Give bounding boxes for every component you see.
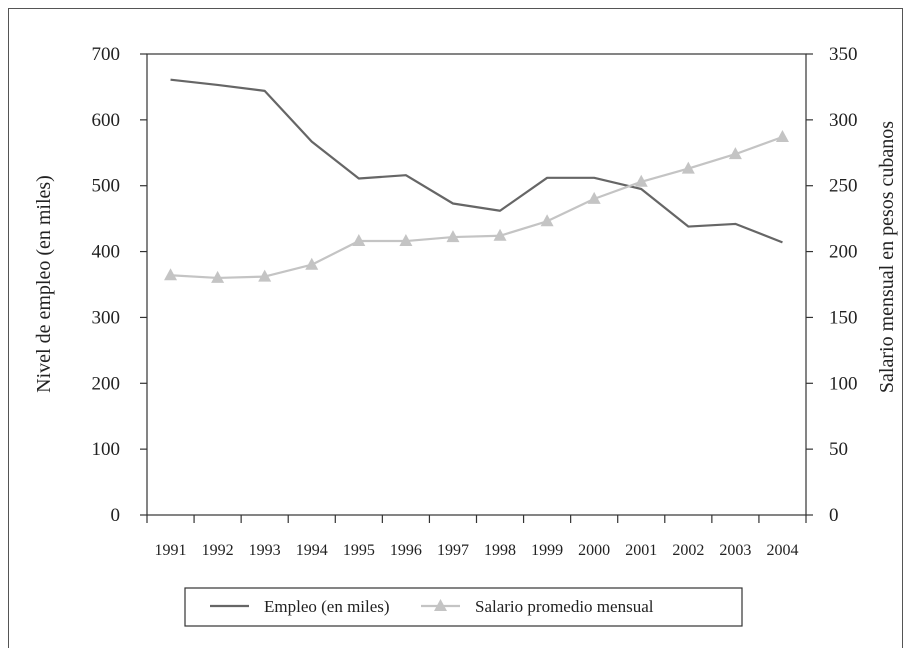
data-point-salario (634, 174, 648, 187)
right-axis-title: Salario mensual en pesos cubanos (876, 121, 898, 393)
left-tick-label: 700 (92, 44, 121, 65)
data-point-salario (164, 268, 178, 281)
x-tick-label: 1995 (343, 542, 375, 559)
series-line-salario (170, 135, 783, 280)
x-tick-label: 2002 (672, 542, 704, 559)
x-tick-label: 2000 (578, 542, 610, 559)
x-tick-label: 1994 (296, 542, 328, 559)
data-point-salario (493, 228, 507, 241)
right-tick-label: 0 (829, 505, 839, 526)
data-point-salario (211, 270, 225, 283)
x-tick-label: 2004 (766, 542, 798, 559)
data-point-salario (258, 269, 272, 282)
right-tick-label: 100 (829, 373, 858, 394)
data-point-salario (446, 230, 460, 243)
left-axis: 0 100 200 300 400 500 600 700 (92, 44, 147, 526)
right-axis: 0 50 100 150 200 250 300 350 (806, 44, 858, 526)
legend: Empleo (en miles) Salario promedio mensu… (184, 587, 743, 627)
left-tick-label: 300 (92, 307, 121, 328)
data-point-salario (775, 129, 789, 142)
legend-label-salario: Salario promedio mensual (475, 597, 654, 616)
left-tick-label: 500 (92, 176, 121, 197)
legend-marker-salario (434, 599, 447, 611)
left-tick-label: 200 (92, 373, 121, 394)
right-tick-label: 350 (829, 44, 858, 65)
chart-frame (8, 8, 903, 648)
data-point-salario (540, 214, 554, 227)
right-tick-label: 150 (829, 307, 858, 328)
data-point-salario (305, 257, 319, 270)
data-point-salario (728, 147, 742, 160)
legend-label-empleo: Empleo (en miles) (264, 597, 390, 616)
x-tick-label: 1997 (437, 542, 469, 559)
x-tick-label: 1996 (390, 542, 422, 559)
x-tick-label: 2001 (625, 542, 657, 559)
right-tick-label: 250 (829, 176, 858, 197)
data-point-salario (352, 234, 366, 247)
left-tick-label: 0 (111, 505, 121, 526)
data-point-salario (681, 161, 695, 174)
x-axis: 1991 1992 1993 1994 1995 1996 1997 1998 1999 2000… (146, 515, 807, 559)
right-tick-label: 50 (829, 439, 848, 460)
x-tick-label: 1991 (155, 542, 187, 559)
right-tick-label: 300 (829, 110, 858, 131)
x-tick-label: 1998 (484, 542, 516, 559)
right-tick-label: 200 (829, 242, 858, 263)
x-tick-label: 1992 (202, 542, 234, 559)
plot-area (146, 53, 807, 516)
legend-box (184, 587, 743, 627)
series-layer (164, 78, 789, 283)
series-line-empleo (170, 78, 783, 244)
left-tick-label: 400 (92, 242, 121, 263)
x-tick-label: 2003 (719, 542, 751, 559)
left-tick-label: 600 (92, 110, 121, 131)
data-point-salario (399, 234, 413, 247)
left-tick-label: 100 (92, 439, 121, 460)
data-point-salario (587, 191, 601, 204)
left-axis-title: Nivel de empleo (en miles) (33, 175, 55, 393)
x-tick-label: 1993 (249, 542, 281, 559)
x-tick-label: 1999 (531, 542, 563, 559)
